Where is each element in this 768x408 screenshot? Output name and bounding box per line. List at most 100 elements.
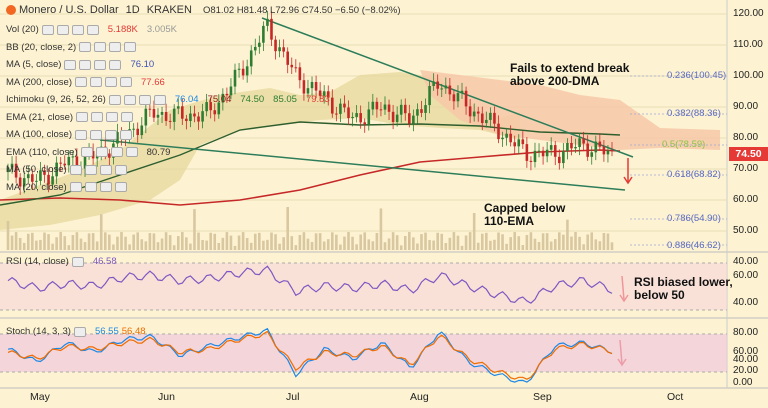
settings-icon[interactable] — [106, 112, 119, 122]
settings-icon[interactable] — [109, 59, 122, 70]
volume-bar — [103, 232, 107, 250]
indicator-row[interactable]: MA (20, close) — [6, 182, 127, 193]
candle-body — [440, 88, 444, 90]
eye-icon[interactable] — [73, 326, 86, 337]
volume-bar — [476, 242, 480, 250]
settings-icon[interactable] — [99, 182, 112, 192]
settings-icon[interactable] — [90, 77, 102, 87]
candle-body — [168, 120, 172, 122]
volume-bar — [144, 241, 148, 250]
settings-icon[interactable] — [120, 129, 132, 140]
indicator-row[interactable]: BB (20, close, 2) — [6, 42, 137, 53]
volume-bar — [22, 242, 26, 250]
volume-bar — [168, 235, 172, 250]
indicator-row[interactable]: MA (100, close) — [6, 129, 132, 140]
time-tick-sep: Sep — [533, 391, 552, 403]
settings-icon[interactable] — [79, 59, 92, 70]
volume-bar — [10, 235, 14, 250]
settings-icon[interactable] — [94, 42, 107, 52]
candle-body — [6, 167, 10, 173]
settings-icon[interactable] — [125, 147, 138, 157]
settings-icon[interactable] — [114, 164, 127, 175]
volume-bar — [391, 232, 395, 250]
volume-bar — [26, 233, 30, 250]
candle-body — [322, 91, 326, 96]
volume-bar — [472, 213, 476, 250]
candle-body — [108, 153, 111, 158]
candle-body — [412, 115, 415, 124]
candle-body — [456, 93, 460, 102]
candle-body — [606, 150, 610, 155]
settings-icon[interactable] — [99, 164, 112, 175]
candle-body — [294, 67, 298, 69]
settings-icon[interactable] — [69, 164, 82, 175]
candle-body — [205, 102, 208, 112]
volume-bar — [286, 207, 290, 250]
candle-body — [472, 111, 476, 117]
candle-body — [578, 138, 581, 148]
candle-body — [181, 106, 184, 119]
settings-icon[interactable] — [95, 147, 108, 157]
indicator-row[interactable]: Vol (20) 5.188K 3.005K — [6, 24, 177, 35]
settings-icon[interactable] — [84, 182, 97, 192]
settings-icon[interactable] — [75, 77, 87, 87]
settings-icon[interactable] — [64, 59, 77, 70]
indicator-row[interactable]: EMA (110, close) 80.79 — [6, 147, 170, 158]
settings-icon[interactable] — [121, 112, 134, 122]
eye-icon[interactable] — [71, 256, 84, 267]
settings-icon[interactable] — [105, 77, 117, 87]
indicator-value: 79.83 — [305, 94, 330, 105]
volume-bar — [610, 242, 614, 250]
settings-icon[interactable] — [86, 24, 99, 35]
indicator-row[interactable]: MA (50, close) — [6, 164, 127, 175]
volume-bar — [444, 243, 448, 250]
settings-icon[interactable] — [56, 24, 69, 35]
volume-bar — [213, 233, 217, 250]
candle-body — [14, 163, 18, 178]
settings-icon[interactable] — [41, 24, 54, 35]
candlesticks — [6, 10, 614, 195]
settings-icon[interactable] — [120, 77, 132, 87]
settings-icon[interactable] — [114, 182, 127, 192]
volume-bar — [229, 235, 233, 250]
indicator-row[interactable]: MA (200, close) 77.66 — [6, 77, 165, 88]
candle-body — [172, 108, 176, 122]
volume-bar — [140, 239, 144, 250]
settings-icon[interactable] — [69, 182, 82, 192]
candle-body — [391, 111, 395, 122]
volume-bar — [132, 234, 135, 250]
settings-icon[interactable] — [124, 42, 137, 52]
settings-icon[interactable] — [123, 94, 136, 105]
candle-body — [424, 105, 427, 113]
settings-icon[interactable] — [84, 164, 97, 175]
symbol-name[interactable]: Monero / U.S. Dollar — [19, 4, 119, 16]
volume-bar — [590, 232, 594, 250]
volume-bar — [282, 237, 285, 250]
settings-icon[interactable] — [71, 24, 84, 35]
settings-icon[interactable] — [90, 129, 102, 140]
settings-icon[interactable] — [108, 94, 121, 105]
settings-icon[interactable] — [76, 112, 89, 122]
candle-body — [553, 145, 557, 157]
interval[interactable]: 1D — [125, 4, 140, 16]
settings-icon[interactable] — [94, 59, 107, 70]
candle-body — [22, 178, 26, 187]
fib-618: 0.618(68.82) — [667, 169, 721, 180]
indicator-row[interactable]: MA (5, close) 76.10 — [6, 59, 154, 70]
settings-icon[interactable] — [79, 42, 92, 52]
settings-icon[interactable] — [138, 94, 151, 105]
settings-icon[interactable] — [153, 94, 166, 105]
settings-icon[interactable] — [75, 129, 87, 140]
candle-body — [176, 106, 180, 109]
settings-icon[interactable] — [105, 129, 117, 140]
indicator-row[interactable]: Ichimoku (9, 26, 52, 26) 76.04 75.04 74.50 8… — [6, 94, 330, 105]
indicator-row[interactable]: EMA (21, close) — [6, 112, 134, 123]
settings-icon[interactable] — [109, 42, 122, 52]
candle-body — [408, 113, 411, 124]
settings-icon[interactable] — [110, 147, 123, 157]
settings-icon[interactable] — [91, 112, 104, 122]
settings-icon[interactable] — [80, 147, 93, 157]
volume-bar — [253, 233, 257, 250]
candle-body — [67, 156, 71, 166]
